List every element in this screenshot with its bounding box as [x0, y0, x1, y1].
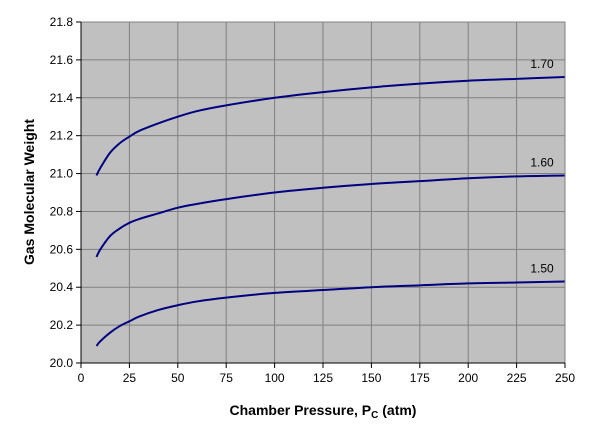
y-tick-label: 20.8: [50, 204, 74, 218]
series-label: 1.70: [530, 57, 554, 71]
x-tick-label: 50: [171, 371, 185, 385]
y-tick-label: 21.2: [50, 129, 74, 143]
x-tick-label: 175: [410, 371, 430, 385]
x-axis-tick-labels: 0 25 50 75 100 125 150 175 200 225 250: [78, 371, 576, 385]
x-tick-label: 150: [361, 371, 381, 385]
series-line-1: [95, 174, 566, 258]
x-axis-title: Chamber Pressure, PC (atm): [230, 402, 417, 421]
x-tick-label: 25: [123, 371, 137, 385]
y-tick-label: 20.6: [50, 242, 74, 256]
y-tick-label: 21.6: [50, 53, 74, 67]
y-axis-tick-labels: 20.0 20.2 20.4 20.6 20.8 21.0 21.2 21.4 21.6 21.8: [50, 15, 74, 370]
series-labels: 1.70 1.60 1.50: [530, 57, 554, 276]
x-tick-label: 200: [458, 371, 478, 385]
series-lines: [95, 75, 566, 347]
series-label: 1.60: [530, 155, 554, 169]
y-tick-label: 20.2: [50, 318, 74, 332]
series-line-0: [95, 75, 566, 176]
axes: [76, 21, 566, 368]
x-tick-label: 225: [507, 371, 527, 385]
x-tick-label: 125: [313, 371, 333, 385]
x-tick-label: 100: [265, 371, 285, 385]
y-tick-label: 21.8: [50, 15, 74, 29]
y-tick-label: 20.4: [50, 280, 74, 294]
x-tick-label: 75: [220, 371, 234, 385]
y-tick-label: 21.4: [50, 91, 74, 105]
x-tick-label: 0: [78, 371, 85, 385]
y-tick-label: 21.0: [50, 167, 74, 181]
series-label: 1.50: [530, 262, 554, 276]
y-axis-title: Gas Molecular Weight: [21, 119, 37, 265]
x-tick-label: 250: [555, 371, 575, 385]
series-line-2: [95, 280, 566, 347]
y-tick-label: 20.0: [50, 356, 74, 370]
